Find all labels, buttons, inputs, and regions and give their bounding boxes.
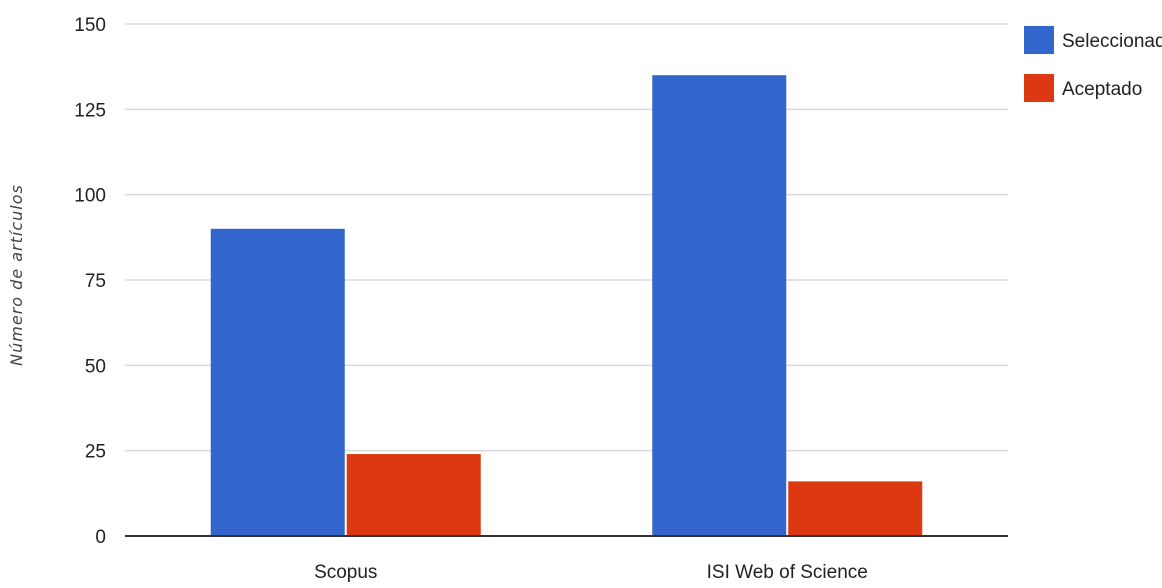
x-category-label: ISI Web of Science <box>707 562 868 583</box>
y-tick-label: 25 <box>85 442 106 463</box>
y-tick-label: 75 <box>85 271 106 292</box>
y-tick-label: 125 <box>74 100 106 121</box>
y-tick-label: 150 <box>74 15 106 36</box>
legend-label: Seleccionado <box>1062 31 1162 52</box>
legend-label: Aceptado <box>1062 79 1142 100</box>
bar-seleccionado-scopus <box>210 228 345 537</box>
y-tick-label: 50 <box>85 356 106 377</box>
bars <box>210 75 923 537</box>
legend-swatch <box>1024 26 1054 54</box>
legend-swatch <box>1024 74 1054 102</box>
y-axis-ticks: 0 25 50 75 100 125 150 <box>74 15 106 548</box>
y-tick-label: 0 <box>95 527 106 548</box>
bar-aceptado-scopus <box>346 454 481 536</box>
x-axis-categories: Scopus ISI Web of Science <box>314 562 868 583</box>
bar-aceptado-isi-web-of-science <box>788 481 923 536</box>
x-category-label: Scopus <box>314 562 377 583</box>
legend: Seleccionado Aceptado <box>1024 26 1162 102</box>
y-axis-label: Número de artículos <box>7 184 26 366</box>
y-tick-label: 100 <box>74 186 106 207</box>
bar-seleccionado-isi-web-of-science <box>652 75 787 536</box>
